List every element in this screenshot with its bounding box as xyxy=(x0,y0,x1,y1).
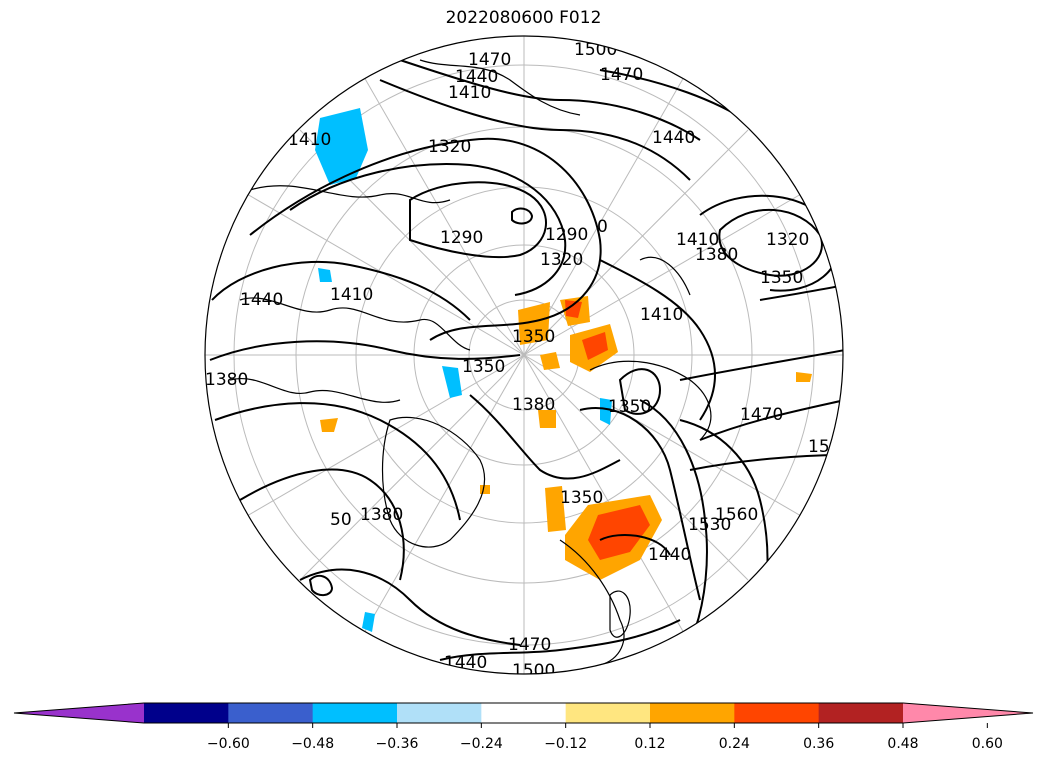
contour-label: 1380 xyxy=(360,505,403,525)
contour-label: 1350 xyxy=(560,488,603,508)
contour-label: 1380 xyxy=(695,245,738,265)
colorbar-tick-label: 0.12 xyxy=(634,736,665,752)
colorbar-bin xyxy=(397,703,482,723)
contour-label: 1410 xyxy=(288,130,331,150)
colorbar-ticks: −0.60 −0.48 −0.36 −0.24 −0.12 0.12 0.24 0.36 0.4… xyxy=(207,723,1003,752)
contour-label: 1290 xyxy=(440,228,483,248)
height-contours xyxy=(209,59,843,661)
contour-label: 1350 xyxy=(608,397,651,417)
colorbar-tick-label: 0.60 xyxy=(972,736,1003,752)
colorbar-outline xyxy=(13,702,1034,724)
coastlines xyxy=(229,59,712,666)
contour-label: 1470 xyxy=(468,50,511,70)
colorbar-bin xyxy=(903,703,1033,723)
polar-map: 1470 1500 1440 1410 1470 1410 1320 1440 … xyxy=(204,35,844,681)
contour-label: 1320 xyxy=(428,137,471,157)
contour-label: 0 xyxy=(597,217,608,237)
contour-label: 1290 xyxy=(545,225,588,245)
colorbar-bin xyxy=(228,703,314,723)
colorbar-bin xyxy=(14,703,144,723)
colorbar-tick-label: 0.36 xyxy=(803,736,834,752)
contour-label: 1410 xyxy=(330,285,373,305)
contour-label: 1350 xyxy=(760,268,803,288)
colorbar: −0.60 −0.48 −0.36 −0.24 −0.12 0.12 0.24 0.36 0.4… xyxy=(13,702,1034,752)
contour-label: 1440 xyxy=(455,67,498,87)
colorbar-bin xyxy=(144,703,229,723)
contour-label: 50 xyxy=(330,510,352,530)
contour-label: 1350 xyxy=(512,327,555,347)
colorbar-tick-label: −0.12 xyxy=(544,736,587,752)
contour-label: 1440 xyxy=(648,545,691,565)
contour-label: 1470 xyxy=(740,405,783,425)
contour-label: 1440 xyxy=(240,290,283,310)
contour-label: 1320 xyxy=(766,230,809,250)
contour-label: 1530 xyxy=(688,515,731,535)
colorbar-bin xyxy=(565,703,651,723)
colorbar-bin xyxy=(650,703,735,723)
contour-label: 1470 xyxy=(508,635,551,655)
contour-label: 1440 xyxy=(444,653,487,673)
contour-label: 1350 xyxy=(462,357,505,377)
shading-regions xyxy=(315,108,812,632)
contour-label: 1380 xyxy=(205,370,248,390)
colorbar-bin xyxy=(818,703,904,723)
colorbar-tick-label: 0.24 xyxy=(719,736,750,752)
contour-label: 1410 xyxy=(640,305,683,325)
contour-label: 1410 xyxy=(676,230,719,250)
contour-label: 150 xyxy=(808,437,840,457)
colorbar-tick-label: 0.48 xyxy=(887,736,918,752)
contour-labels: 1470 1500 1440 1410 1470 1410 1320 1440 … xyxy=(205,40,840,681)
contour-label: 1470 xyxy=(600,65,643,85)
contour-label: 1380 xyxy=(512,395,555,415)
contour-label: 1500 xyxy=(512,661,555,681)
contour-label: 1440 xyxy=(652,128,695,148)
colorbar-tick-label: −0.60 xyxy=(207,736,250,752)
contour-label: 1320 xyxy=(540,250,583,270)
colorbar-bin xyxy=(312,703,398,723)
contour-label: 1500 xyxy=(574,40,617,60)
map-boundary xyxy=(204,35,844,675)
colorbar-bins xyxy=(13,702,1034,724)
colorbar-bin xyxy=(481,703,567,723)
contour-label: 1410 xyxy=(448,83,491,103)
contour-label: 1560 xyxy=(715,505,758,525)
colorbar-bin xyxy=(734,703,820,723)
colorbar-tick-label: −0.36 xyxy=(376,736,419,752)
colorbar-tick-label: −0.24 xyxy=(460,736,503,752)
chart-title: 2022080600 F012 xyxy=(445,8,602,28)
colorbar-tick-label: −0.48 xyxy=(291,736,334,752)
